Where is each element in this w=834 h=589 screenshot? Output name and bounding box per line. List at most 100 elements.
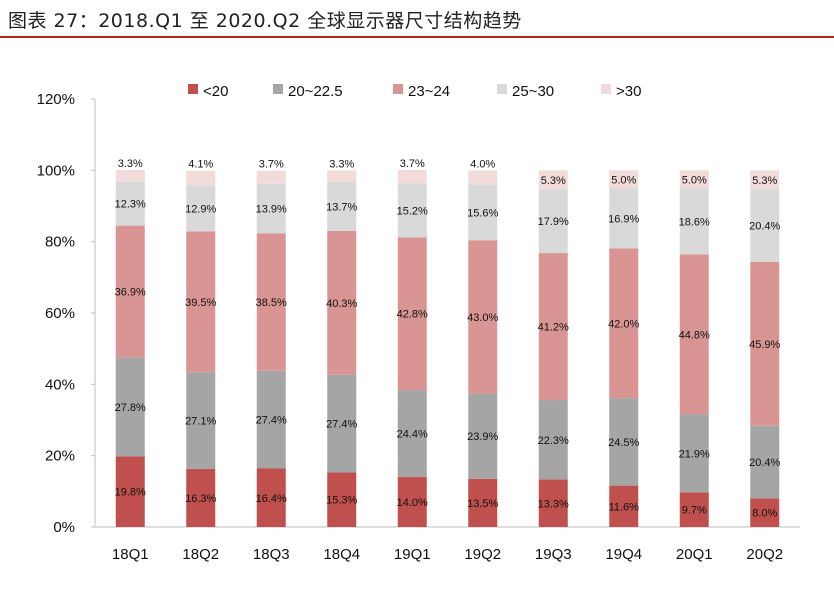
data-label: 40.3% <box>326 298 357 310</box>
bar-segment <box>468 170 498 185</box>
x-tick-label: 19Q2 <box>464 546 501 563</box>
bar-segment <box>327 170 357 183</box>
data-label: 17.9% <box>538 216 569 228</box>
bar-segment <box>609 248 639 399</box>
bar-segment <box>468 478 498 527</box>
x-tick-label: 19Q1 <box>394 546 431 563</box>
data-label: 3.7% <box>400 158 425 170</box>
data-label: 15.3% <box>326 495 357 507</box>
bar-segment <box>750 189 780 262</box>
bar-segment <box>750 425 780 499</box>
y-tick-label: 0% <box>53 519 75 536</box>
bar-segment <box>397 390 427 478</box>
y-tick-label: 120% <box>37 91 75 108</box>
bar-segment <box>679 492 709 527</box>
y-tick-label: 80% <box>45 234 75 251</box>
data-label: 18.6% <box>679 216 710 228</box>
bar-segment <box>327 182 357 231</box>
bar-segment <box>468 240 498 394</box>
data-label: 39.5% <box>185 297 216 309</box>
data-label: 12.9% <box>185 203 216 215</box>
data-label: 42.0% <box>608 318 639 330</box>
data-label: 13.3% <box>538 498 569 510</box>
x-tick-label: 20Q2 <box>746 546 783 563</box>
data-label: 13.9% <box>256 204 287 216</box>
bar-segment <box>115 181 145 226</box>
title-divider <box>0 36 834 38</box>
bar-segment <box>397 183 427 238</box>
legend-marker <box>273 84 283 94</box>
bar-segment <box>750 170 780 190</box>
data-label: 42.8% <box>397 309 428 321</box>
legend-marker <box>188 84 198 94</box>
data-label: 38.5% <box>256 297 287 309</box>
bar-segment <box>256 183 286 234</box>
bar-segment <box>327 472 357 527</box>
bar-segment <box>115 456 145 527</box>
bar-segment <box>256 170 286 184</box>
y-tick-label: 100% <box>37 162 75 179</box>
bar-segment <box>186 468 216 527</box>
data-label: 15.2% <box>397 205 428 217</box>
bar-segment <box>609 170 639 189</box>
bar-segment <box>609 188 639 249</box>
data-label: 13.7% <box>326 202 357 214</box>
data-label: 41.2% <box>538 322 569 334</box>
chart-title: 图表 27：2018.Q1 至 2020.Q2 全球显示器尺寸结构趋势 <box>8 10 522 32</box>
bar-segment <box>679 414 709 493</box>
bar-segment <box>609 398 639 486</box>
data-label: 11.6% <box>609 501 640 513</box>
bar-segment <box>186 231 216 373</box>
bar-segment <box>750 498 780 527</box>
bar-segment <box>256 370 286 469</box>
x-tick-label: 19Q4 <box>605 546 642 563</box>
legend-marker <box>393 84 403 94</box>
legend-marker <box>601 84 611 94</box>
bar-segment <box>538 253 568 401</box>
data-label: 24.5% <box>608 437 639 449</box>
data-label: 22.3% <box>538 435 569 447</box>
x-tick-label: 18Q1 <box>112 546 149 563</box>
data-label: 5.3% <box>752 175 777 187</box>
legend-label: 23~24 <box>408 83 450 100</box>
bar-segment <box>538 170 568 190</box>
bar-segment <box>609 485 639 527</box>
data-label: 4.1% <box>188 159 213 171</box>
data-label: 16.3% <box>185 493 216 505</box>
bar-segment <box>750 261 780 426</box>
data-label: 12.3% <box>115 199 146 211</box>
data-label: 5.3% <box>541 175 566 187</box>
bar-segment <box>538 189 568 254</box>
bar-segment <box>468 393 498 479</box>
bar-segment <box>186 185 216 232</box>
data-label: 8.0% <box>752 508 777 520</box>
x-tick-label: 20Q1 <box>676 546 713 563</box>
data-label: 20.4% <box>749 221 780 233</box>
x-tick-label: 19Q3 <box>535 546 572 563</box>
data-label: 44.8% <box>679 329 710 341</box>
legend-label: <20 <box>203 83 228 100</box>
y-tick-label: 20% <box>45 448 75 465</box>
data-label: 21.9% <box>679 448 710 460</box>
legend-label: 25~30 <box>512 83 554 100</box>
data-label: 27.1% <box>185 416 216 428</box>
data-label: 5.0% <box>682 174 707 186</box>
bar-segment <box>397 477 427 527</box>
data-label: 27.4% <box>256 415 287 427</box>
data-label: 3.7% <box>259 159 284 171</box>
data-label: 27.8% <box>115 402 146 414</box>
x-tick-label: 18Q2 <box>182 546 219 563</box>
bar-segment <box>679 254 709 415</box>
x-tick-label: 18Q4 <box>323 546 360 563</box>
data-label: 43.0% <box>467 312 498 324</box>
x-tick-label: 18Q3 <box>253 546 290 563</box>
data-label: 4.0% <box>470 158 495 170</box>
data-label: 16.9% <box>608 213 639 225</box>
bar-segment <box>397 169 427 184</box>
data-label: 23.9% <box>467 431 498 443</box>
y-tick-label: 60% <box>45 305 75 322</box>
data-label: 20.4% <box>749 457 780 469</box>
data-label: 5.0% <box>611 174 636 186</box>
legend-label: 20~22.5 <box>288 83 343 100</box>
